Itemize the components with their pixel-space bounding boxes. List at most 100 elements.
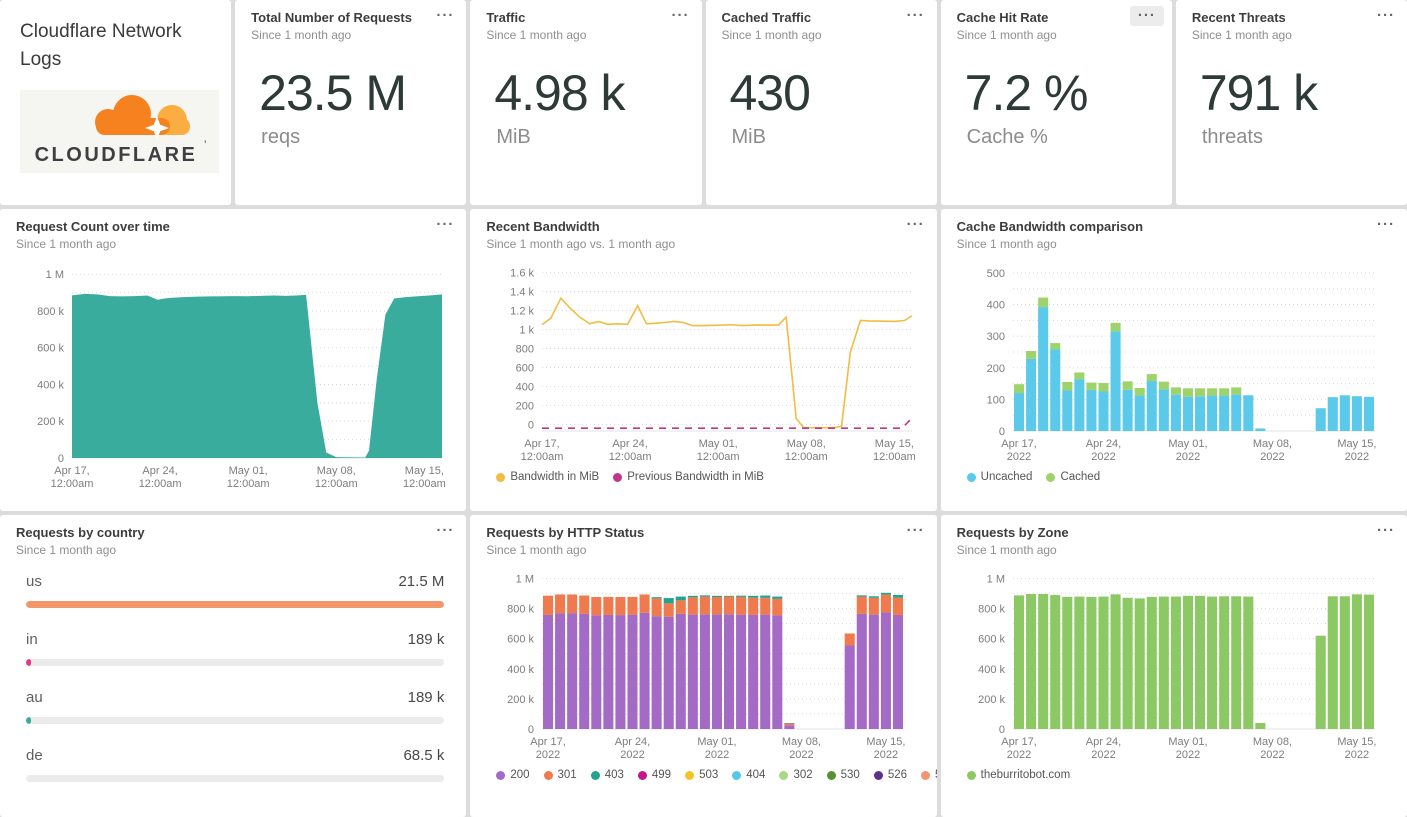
stat-value: 23.5 M: [259, 65, 407, 121]
panel-menu-icon[interactable]: ···: [436, 7, 455, 24]
panel-menu-icon[interactable]: ···: [436, 216, 455, 233]
legend-item[interactable]: 302: [779, 769, 813, 781]
legend-label: 524: [935, 769, 937, 781]
svg-text:May 15,2022: May 15, 2022: [1337, 438, 1376, 463]
svg-text:200 k: 200 k: [978, 694, 1005, 706]
panel-requests-by-country: Requests by country Since 1 month ago ··…: [0, 515, 467, 817]
stat-unit: MiB: [496, 126, 531, 148]
legend-label: Bandwidth in MiB: [510, 471, 600, 483]
country-label: de: [26, 747, 43, 764]
legend-item[interactable]: 200: [496, 769, 530, 781]
legend-label: 302: [793, 769, 813, 781]
legend-item[interactable]: Uncached: [966, 471, 1032, 483]
svg-text:600 k: 600 k: [978, 634, 1005, 646]
svg-text:400: 400: [516, 381, 534, 393]
top-row: Cloudflare Network Logs CLOUDFLARE ’ Tot…: [0, 0, 1407, 205]
legend-item[interactable]: 524: [921, 769, 937, 781]
legend-label: Cached: [1060, 471, 1101, 483]
svg-text:0: 0: [528, 419, 534, 431]
svg-text:200: 200: [516, 400, 534, 412]
svg-text:May 08,12:00am: May 08, 12:00am: [315, 465, 358, 490]
panel-subtitle: Since 1 month ago: [1191, 28, 1292, 42]
svg-text:800: 800: [516, 343, 534, 355]
middle-row: Request Count over time Since 1 month ag…: [0, 209, 1407, 511]
request-count-area-chart[interactable]: 1 M 800 k 600 k 400 k 200 k 0 Apr 17, 12:00am Ap…: [16, 257, 450, 492]
country-row: in 189 k: [26, 631, 445, 666]
legend-item[interactable]: 526: [873, 769, 908, 781]
panel-menu-icon[interactable]: ···: [436, 522, 455, 539]
gauge-track: [26, 601, 445, 608]
svg-text:May 01,2022: May 01, 2022: [1168, 438, 1207, 463]
svg-text:May 15,12:00am: May 15, 12:00am: [403, 465, 446, 490]
legend-dot-icon: [732, 770, 742, 780]
country-value: 189 k: [407, 631, 445, 648]
panel-title: Cache Bandwidth comparison: [956, 219, 1144, 234]
svg-text:Apr 17,2022: Apr 17, 2022: [1001, 736, 1036, 761]
country-value: 68.5 k: [403, 747, 445, 764]
svg-text:600: 600: [516, 362, 534, 374]
legend-item[interactable]: Cached: [1046, 471, 1100, 483]
panel-menu-icon[interactable]: ···: [1377, 7, 1395, 24]
legend-item[interactable]: 530: [826, 769, 860, 781]
panel-menu-icon[interactable]: ···: [906, 522, 925, 539]
panel-subtitle: Since 1 month ago vs. 1 month ago: [486, 237, 676, 251]
stat-value: 4.98 k: [494, 65, 625, 121]
legend-item[interactable]: 301: [543, 769, 577, 781]
panel-title: Recent Bandwidth: [486, 219, 600, 234]
svg-text:May 08,2022: May 08, 2022: [1253, 438, 1292, 463]
panel-menu-icon[interactable]: ···: [1377, 522, 1395, 539]
svg-text:Apr 17,2022: Apr 17, 2022: [1001, 438, 1036, 463]
panel-cache-bandwidth-comparison: Cache Bandwidth comparison Since 1 month…: [940, 209, 1407, 511]
zone-bar-chart[interactable]: 1 M 800 k 600 k 400 k 200 k 0 Apr 17, 2022 Apr 2…: [957, 563, 1391, 763]
gauge-track: [26, 717, 445, 724]
panel-stat-cached-traffic: Cached Traffic Since 1 month ago ··· 430…: [705, 0, 937, 205]
svg-text:Apr 17,12:00am: Apr 17, 12:00am: [521, 438, 564, 463]
country-value: 21.5 M: [398, 573, 445, 590]
svg-text:1 M: 1 M: [986, 574, 1004, 586]
legend-label: 404: [746, 769, 766, 781]
svg-text:0: 0: [58, 453, 64, 465]
gauge-track: [26, 775, 445, 782]
panel-subtitle: Since 1 month ago: [956, 543, 1057, 557]
panel-menu-icon[interactable]: ···: [1377, 216, 1395, 233]
panel-menu-icon[interactable]: ···: [906, 7, 925, 24]
recent-bandwidth-line-chart[interactable]: 1.6 k 1.4 k 1.2 k 1 k 800 600 400 200 0 Apr 17, 12…: [486, 257, 920, 465]
panel-menu-icon[interactable]: ···: [1129, 6, 1164, 26]
legend-item[interactable]: 404: [732, 769, 765, 781]
legend-label: 503: [699, 769, 719, 781]
panel-title: Requests by country: [16, 525, 145, 540]
legend-item[interactable]: theburritobot.com: [966, 769, 1070, 781]
country-value: 189 k: [407, 689, 445, 706]
panel-requests-by-http-status: Requests by HTTP Status Since 1 month ag…: [470, 515, 937, 817]
legend-item[interactable]: Previous Bandwidth in MiB: [613, 471, 764, 483]
legend-label: 200: [510, 769, 530, 781]
gauge-fill: [26, 659, 32, 666]
panel-menu-icon[interactable]: ···: [671, 7, 690, 24]
svg-text:300: 300: [986, 331, 1004, 343]
svg-text:400 k: 400 k: [37, 379, 64, 391]
svg-text:Apr 24,2022: Apr 24, 2022: [1085, 736, 1120, 761]
svg-text:1.4 k: 1.4 k: [510, 287, 534, 299]
legend-item[interactable]: 499: [637, 769, 671, 781]
country-row: de 68.5 k: [26, 747, 445, 782]
cache-bandwidth-bar-chart[interactable]: 500 400 300 200 100 0 Apr 17, 2022 Apr 24, 2022 Ma…: [957, 257, 1391, 465]
legend-dot-icon: [685, 770, 695, 780]
panel-stat-recent-threats: Recent Threats Since 1 month ago ··· 791…: [1175, 0, 1407, 205]
legend-label: 526: [887, 769, 908, 781]
legend-item[interactable]: 403: [590, 769, 624, 781]
panel-title: Cache Hit Rate: [956, 10, 1049, 25]
svg-text:1 k: 1 k: [520, 325, 535, 337]
legend-item[interactable]: 503: [685, 769, 718, 781]
stat-value: 7.2 %: [964, 65, 1089, 121]
svg-text:200 k: 200 k: [37, 416, 64, 428]
panel-subtitle: Since 1 month ago: [721, 28, 822, 42]
panel-subtitle: Since 1 month ago: [486, 28, 587, 42]
http-status-bar-chart[interactable]: 1 M 800 k 600 k 400 k 200 k 0 Apr 17, 2022 Apr 2…: [486, 563, 920, 763]
legend-dot-icon: [496, 472, 506, 482]
cloudflare-logo: CLOUDFLARE ’: [20, 90, 219, 173]
legend-item[interactable]: Bandwidth in MiB: [496, 471, 599, 483]
dashboard-title: Cloudflare Network Logs: [20, 21, 182, 70]
panel-menu-icon[interactable]: ···: [906, 216, 925, 233]
legend-dot-icon: [543, 770, 553, 780]
